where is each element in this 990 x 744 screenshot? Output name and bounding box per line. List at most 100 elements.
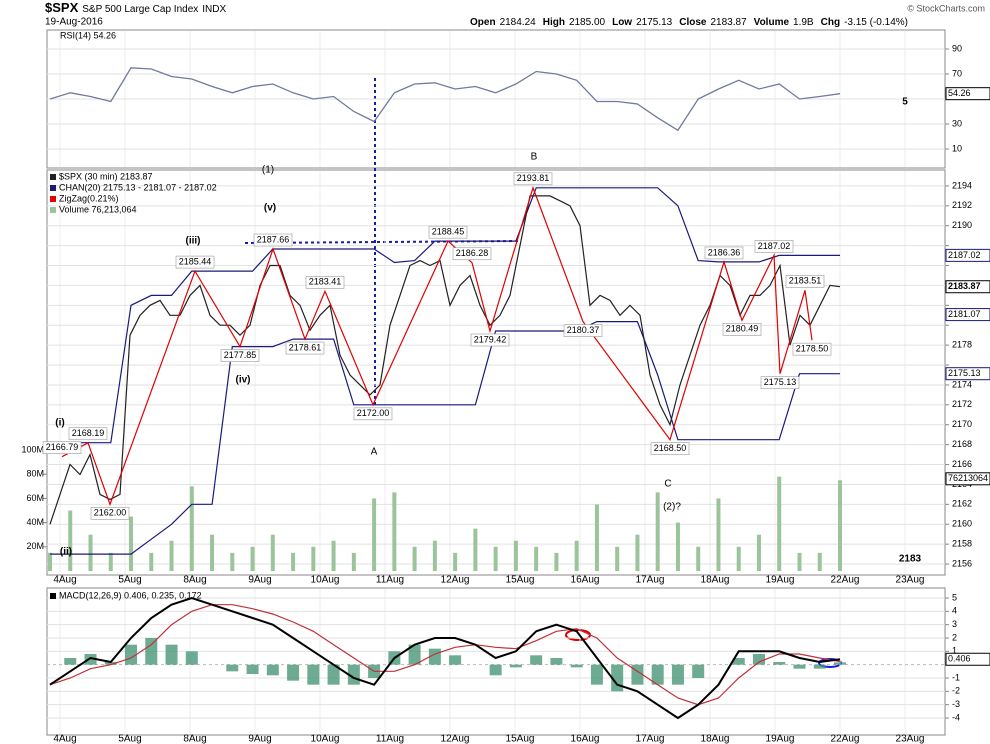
macd-histogram-bar (671, 664, 684, 685)
macd-histogram-bar (773, 662, 786, 665)
macd-histogram-bar (408, 644, 421, 665)
y-tick-label: 5 (952, 592, 957, 602)
pivot-label: 2172.00 (357, 408, 390, 418)
volume-bar (48, 552, 52, 572)
channel-upper (50, 187, 840, 444)
x-tick-label: 10Aug (311, 734, 340, 744)
x-tick-label: 17Aug (636, 575, 665, 586)
legend-entry: Volume 76,213,064 (59, 204, 137, 214)
y-tick-label: 2166 (952, 459, 972, 469)
volume-bar (716, 498, 721, 572)
volume-bar (453, 552, 458, 572)
quote-label: Low (612, 17, 632, 28)
macd-panel (46, 587, 946, 736)
y2-tick-label: 40M (26, 517, 44, 527)
pivot-label: 2180.49 (726, 324, 759, 334)
pivot-label: 2162.00 (94, 508, 127, 518)
pivot-label-box (754, 240, 794, 253)
volume-bar (838, 480, 842, 572)
macd-histogram-bar (509, 664, 522, 668)
y-tick-label: 3 (952, 619, 957, 629)
volume-bar (574, 540, 579, 572)
x-tick-label: 10Aug (311, 575, 340, 586)
volume-bar (88, 534, 93, 572)
macd-histogram-bar (307, 664, 320, 685)
volume-bar (797, 552, 802, 572)
x-tick-label: 15Aug (506, 734, 535, 744)
volume-bar (473, 528, 478, 572)
y-tick-label: 2 (952, 632, 957, 642)
y-tick-label: 1 (952, 646, 957, 656)
volume-bar (777, 476, 782, 572)
pivot-label-box (563, 324, 603, 337)
pivot-label-box (285, 341, 325, 355)
x-tick-label: 12Aug (441, 575, 470, 586)
quote-value: -3.15 (-0.14%) (844, 17, 908, 28)
volume-bar (635, 534, 640, 572)
y-tick-label: 2162 (952, 499, 972, 509)
pivot-label: 2180.37 (567, 325, 600, 335)
volume-bar (311, 546, 316, 572)
y-tick-label: -2 (952, 686, 960, 696)
macd-histogram-bar (145, 638, 158, 665)
zigzag-line (61, 185, 813, 507)
volume-bar (250, 546, 255, 572)
x-tick-label: 15Aug (506, 575, 535, 586)
x-tick-label: 23Aug (896, 734, 925, 744)
volume-bar (696, 546, 701, 572)
macd-histogram-bar (185, 651, 198, 665)
macd-histogram-bar (449, 655, 462, 665)
pivot-label-box (452, 247, 492, 261)
price-tag-box (945, 280, 990, 294)
quote-value: 2175.13 (636, 17, 673, 28)
pivot-label-box (513, 172, 553, 186)
macd-last-value-box (945, 652, 990, 666)
macd-histogram-bar (570, 664, 583, 668)
volume-bar (68, 510, 73, 572)
pivot-label-box (253, 233, 293, 247)
wave-label: (iii) (186, 236, 201, 247)
title-part: INDX (202, 4, 226, 15)
quote-value: 2183.87 (710, 17, 747, 28)
legend-entry: CHAN(20) 2175.13 - 2181.07 - 2187.02 (59, 182, 217, 192)
pivot-label-box (792, 342, 832, 356)
macd-histogram-bar (125, 644, 138, 665)
price-tag: 2175.13 (948, 368, 981, 378)
y-tick-label: -3 (952, 699, 960, 709)
macd-histogram-bar (266, 664, 279, 676)
pivot-label: 2188.45 (432, 227, 465, 237)
legend-swatch (50, 593, 56, 599)
price-tag-box (945, 367, 990, 381)
volume-bar (493, 546, 498, 572)
quote-value: 2184.24 (500, 17, 537, 28)
x-tick-label: 11Aug (376, 734, 404, 744)
title-part: $SPX (45, 0, 79, 15)
wave-label: (i) (55, 418, 64, 429)
y-tick-label: -4 (952, 712, 960, 722)
volume-bar (655, 492, 660, 572)
quote-label: Volume (754, 17, 790, 28)
x-tick-label: 23Aug (896, 575, 925, 586)
price-tag-box (945, 308, 990, 322)
wave-label: (v) (264, 203, 276, 214)
volume-bar (554, 552, 559, 572)
y-tick-label: 2178 (952, 340, 972, 350)
x-tick-label: 9Aug (248, 575, 271, 586)
pivot-label: 2193.81 (517, 173, 550, 183)
pivot-label-box (175, 255, 215, 269)
pivot-label-box (470, 333, 510, 347)
pivot-label: 2186.28 (456, 248, 489, 258)
volume-bar (149, 552, 154, 572)
y-tick-label: 2168 (952, 439, 972, 449)
y2-tick-label: 100M (21, 444, 44, 454)
signal-line (49, 604, 841, 706)
x-tick-label: 12Aug (441, 734, 470, 744)
quote-label: Close (679, 17, 707, 28)
volume-tag-box (945, 472, 990, 486)
pivot-label: 2166.79 (46, 442, 79, 452)
legend-swatch (50, 174, 56, 180)
macd-line (49, 596, 841, 720)
y-tick-label: 2170 (952, 419, 972, 429)
macd-histogram-bar (84, 654, 97, 665)
